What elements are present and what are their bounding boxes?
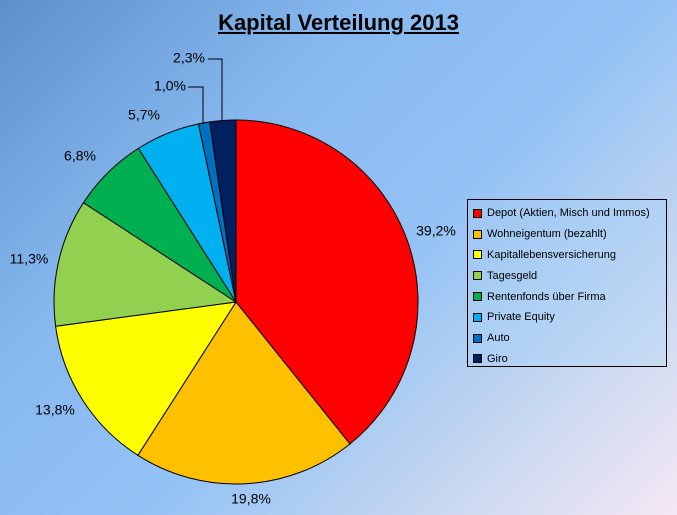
legend-item: Giro: [473, 349, 666, 370]
legend-label: Rentenfonds über Firma: [487, 290, 606, 303]
data-label: 2,3%: [173, 50, 205, 66]
legend-swatch: [473, 208, 482, 218]
legend-item: Depot (Aktien, Misch und Immos): [473, 203, 666, 224]
pie-slice: [209, 119, 237, 303]
pie-slice: [137, 301, 351, 485]
pie-slice: [53, 202, 238, 327]
legend-swatch: [473, 271, 482, 281]
legend-label: Tagesgeld: [487, 269, 538, 282]
legend-label: Private Equity: [487, 311, 555, 324]
legend-swatch: [473, 229, 482, 239]
legend-label: Auto: [487, 332, 510, 345]
chart-title: Kapital Verteilung 2013: [218, 10, 459, 35]
chart-legend: Depot (Aktien, Misch und Immos) Wohneigen…: [467, 199, 667, 367]
data-label: 19,8%: [231, 491, 271, 507]
legend-swatch: [473, 250, 482, 260]
leader-line: [208, 58, 223, 121]
data-label: 6,8%: [64, 148, 96, 164]
data-label: 11,3%: [10, 251, 49, 267]
legend-label: Wohneigentum (bezahlt): [487, 228, 607, 241]
legend-item: Private Equity: [473, 307, 666, 328]
legend-label: Depot (Aktien, Misch und Immos): [487, 207, 650, 220]
legend-item: Tagesgeld: [473, 265, 666, 286]
legend-item: Rentenfonds über Firma: [473, 286, 666, 307]
data-label: 1,0%: [154, 78, 186, 94]
pie-slice: [55, 301, 238, 456]
data-label: 39,2%: [416, 223, 456, 239]
legend-label: Giro: [487, 352, 508, 365]
legend-item: Kapitallebensversicherung: [473, 245, 666, 266]
legend-swatch: [473, 292, 482, 302]
legend-swatch: [473, 333, 482, 343]
data-label: 5,7%: [128, 107, 160, 123]
leader-line: [188, 86, 204, 124]
legend-swatch: [473, 312, 482, 322]
legend-item: Auto: [473, 328, 666, 349]
legend-swatch: [473, 354, 482, 364]
pie-slice: [235, 119, 419, 445]
legend-label: Kapitallebensversicherung: [487, 248, 617, 261]
legend-item: Wohneigentum (bezahlt): [473, 224, 666, 245]
data-label: 13,8%: [35, 402, 75, 418]
